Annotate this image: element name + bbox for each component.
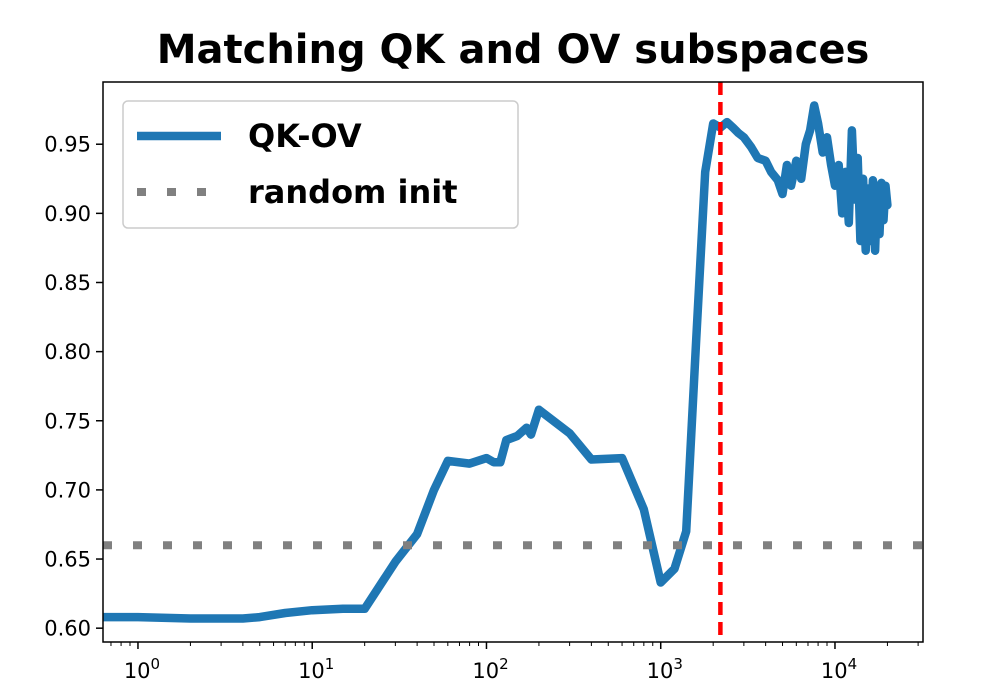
plot-area <box>103 82 923 642</box>
x-tick-label: 101 <box>298 655 334 683</box>
y-tick-label: 0.75 <box>44 409 91 433</box>
x-tick-label: 102 <box>472 655 508 683</box>
axes: 0.60 0.65 0.70 0.75 0.80 0.85 0.90 0.95 100 101 10… <box>44 133 919 683</box>
x-tick-label: 104 <box>821 655 857 683</box>
legend-box <box>122 100 519 229</box>
y-tick-label: 0.70 <box>44 478 91 502</box>
chart-title: Matching QK and OV subspaces <box>157 27 870 73</box>
series-line-0 <box>103 101 892 623</box>
legend-label: random init <box>248 173 458 211</box>
x-tick-label: 103 <box>647 655 683 683</box>
y-tick-label: 0.85 <box>44 271 91 295</box>
x-tick-label: 100 <box>124 655 160 683</box>
y-tick-label: 0.65 <box>44 548 91 572</box>
plot-frame <box>102 81 924 643</box>
y-tick-label: 0.90 <box>44 202 91 226</box>
legend-label: QK-OV <box>248 117 362 155</box>
legend: QK-OV random init <box>122 100 519 229</box>
y-tick-label: 0.60 <box>44 617 91 641</box>
y-tick-label: 0.80 <box>44 340 91 364</box>
y-tick-label: 0.95 <box>44 133 91 157</box>
